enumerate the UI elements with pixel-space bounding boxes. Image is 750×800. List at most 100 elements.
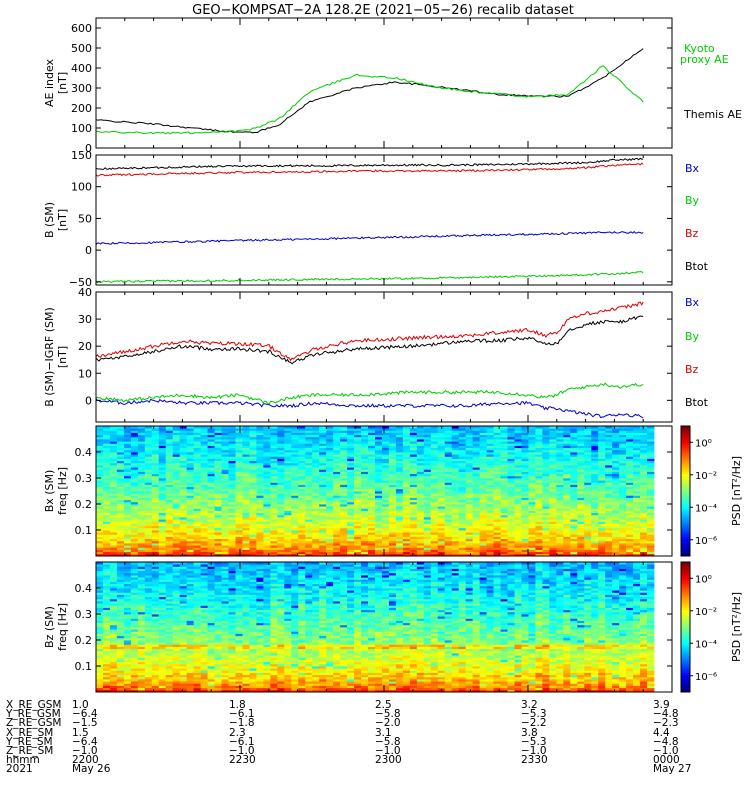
panel4-cell	[423, 501, 432, 505]
panel4-cell	[137, 527, 146, 531]
panel4-cell	[179, 519, 188, 522]
panel4-cell	[96, 469, 104, 472]
panel4-cell	[528, 428, 536, 431]
panel4-cell	[172, 553, 181, 557]
panel4-cell	[584, 514, 592, 518]
panel4-cell	[137, 547, 146, 550]
panel4-cell	[319, 456, 327, 459]
panel4-cell	[305, 445, 313, 449]
panel4-cell	[472, 439, 481, 442]
panel4-cell	[284, 428, 292, 431]
panel4-cell	[388, 486, 397, 490]
panel4-cell	[123, 449, 132, 453]
panel4-cell	[416, 473, 425, 477]
panel4-cell	[556, 538, 564, 542]
panel4-cell	[221, 514, 229, 518]
panel4-cell	[312, 456, 320, 459]
panel4-cell	[263, 510, 271, 514]
panel4-cell	[640, 488, 648, 492]
panel4-cell	[619, 434, 627, 438]
panel4-cell	[186, 434, 195, 438]
panel4-cell	[200, 473, 209, 477]
panel4-cell	[409, 478, 418, 481]
panel4-cell	[333, 478, 341, 481]
panel4-cell	[277, 501, 285, 505]
panel4-cell	[242, 462, 250, 466]
panel4-cell	[340, 434, 348, 438]
panel4-cell	[375, 510, 383, 514]
panel4-cell	[130, 426, 139, 429]
panel4-cell	[96, 484, 104, 488]
panel4-cell	[270, 506, 278, 509]
panel4-cell	[368, 469, 376, 472]
panel4-cell	[277, 445, 285, 449]
panel4-cell	[430, 545, 439, 548]
panel4-cell	[207, 495, 215, 498]
panel4-cell	[395, 543, 404, 546]
panel4-cell	[619, 443, 627, 446]
panel4-cell	[298, 549, 306, 553]
panel4-cell	[514, 458, 522, 462]
panel4-cell	[354, 445, 362, 449]
panel4-cell	[375, 465, 383, 468]
panel4-cell	[640, 527, 648, 531]
panel4-cell	[640, 547, 648, 550]
panel4-cell	[305, 456, 313, 459]
panel4-cell	[619, 499, 627, 503]
panel4-cell	[137, 462, 146, 466]
panel4-cell	[96, 443, 104, 446]
panel4-cell	[640, 499, 648, 503]
panel4-cell	[270, 430, 278, 433]
panel4-cell	[214, 454, 222, 457]
panel4-cell	[472, 549, 481, 553]
panel4-cell	[284, 508, 292, 511]
panel4-cell	[333, 499, 341, 503]
panel4-cell	[584, 456, 592, 459]
panel4-cell	[151, 441, 160, 444]
panel4-cell	[444, 443, 453, 446]
panel4-cell	[402, 508, 411, 511]
panel4-cell	[221, 495, 229, 498]
panel4-cell	[144, 540, 153, 544]
panel4-cell	[200, 458, 209, 462]
panel4-cell	[263, 493, 271, 496]
panel4-cell	[409, 467, 418, 470]
panel4-cell	[207, 527, 215, 531]
panel4-cell	[500, 540, 508, 544]
panel4-cell	[591, 501, 599, 505]
panel4-cell	[375, 473, 383, 477]
panel4-cell	[326, 488, 334, 492]
panel4-cell	[556, 488, 564, 492]
panel4-cell	[158, 551, 167, 555]
panel4-cell	[200, 491, 209, 494]
panel4-cell	[312, 534, 320, 537]
panel4-cell	[633, 480, 641, 483]
panel4-cell	[368, 506, 376, 509]
panel4-cell	[486, 449, 494, 453]
panel4-cell	[598, 545, 606, 548]
panel4-cell	[235, 495, 243, 498]
panel4-cell	[647, 530, 655, 533]
panel4-cell	[319, 532, 327, 535]
panel4-cell	[193, 467, 202, 470]
panel4-cell	[102, 473, 111, 477]
panel4-cell	[284, 543, 292, 546]
panel4-cell	[207, 467, 215, 470]
panel4-cell	[591, 540, 599, 544]
panel4-cell	[291, 443, 299, 446]
panel4-cell	[409, 447, 418, 451]
panel4-cell	[340, 462, 348, 466]
panel4-cell	[563, 454, 571, 457]
panel4-cell	[472, 543, 481, 546]
panel4-cell	[137, 456, 146, 459]
panel4-cell	[151, 475, 160, 479]
panel4-cell	[430, 436, 439, 440]
panel4-cell	[507, 534, 515, 537]
panel4-cell	[137, 534, 146, 537]
panel4-cell	[465, 530, 474, 533]
panel4-cell	[514, 519, 522, 522]
panel4-cell	[416, 519, 425, 522]
panel4-cell	[277, 510, 285, 514]
panel4-cell	[507, 547, 515, 550]
panel4-cell	[633, 454, 641, 457]
